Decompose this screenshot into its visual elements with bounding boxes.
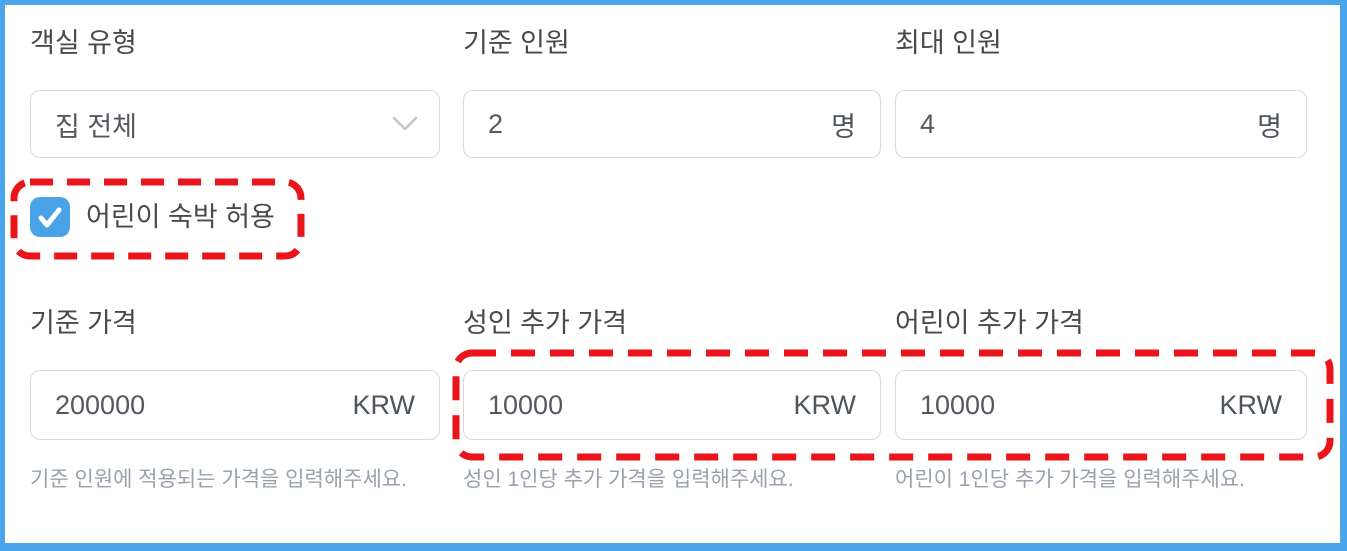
max-occupancy-unit: 명 <box>1257 111 1282 142</box>
base-price-label: 기준 가격 <box>30 308 137 338</box>
adult-extra-price-help: 성인 1인당 추가 가격을 입력해주세요. <box>463 468 794 491</box>
adult-extra-price-label: 성인 추가 가격 <box>463 308 628 338</box>
max-occupancy-value: 4 <box>920 108 936 139</box>
max-occupancy-input[interactable]: 4 명 <box>895 90 1307 158</box>
base-price-currency: KRW <box>352 389 415 420</box>
base-price-input[interactable]: 200000 KRW <box>30 370 440 440</box>
allow-children-checkbox[interactable] <box>30 197 70 237</box>
child-extra-price-value: 10000 <box>920 389 996 420</box>
child-extra-price-currency: KRW <box>1219 389 1282 420</box>
adult-extra-price-input[interactable]: 10000 KRW <box>463 370 881 440</box>
base-occupancy-value: 2 <box>488 108 504 139</box>
adult-extra-price-value: 10000 <box>488 389 564 420</box>
chevron-down-icon <box>392 116 418 131</box>
child-extra-price-label: 어린이 추가 가격 <box>895 308 1084 338</box>
allow-children-label: 어린이 숙박 허용 <box>86 202 275 232</box>
room-type-select[interactable]: 집 전체 <box>30 90 440 158</box>
adult-extra-price-currency: KRW <box>793 389 856 420</box>
child-extra-price-input[interactable]: 10000 KRW <box>895 370 1307 440</box>
room-type-selected-value: 집 전체 <box>55 111 138 142</box>
base-occupancy-label: 기준 인원 <box>463 28 570 58</box>
max-occupancy-label: 최대 인원 <box>895 28 1002 58</box>
check-icon <box>38 207 62 228</box>
child-extra-price-help: 어린이 1인당 추가 가격을 입력해주세요. <box>895 468 1245 491</box>
room-type-label: 객실 유형 <box>30 28 137 58</box>
base-occupancy-input[interactable]: 2 명 <box>463 90 881 158</box>
base-price-help: 기준 인원에 적용되는 가격을 입력해주세요. <box>30 468 407 491</box>
base-occupancy-unit: 명 <box>831 111 856 142</box>
base-price-value: 200000 <box>55 389 146 420</box>
